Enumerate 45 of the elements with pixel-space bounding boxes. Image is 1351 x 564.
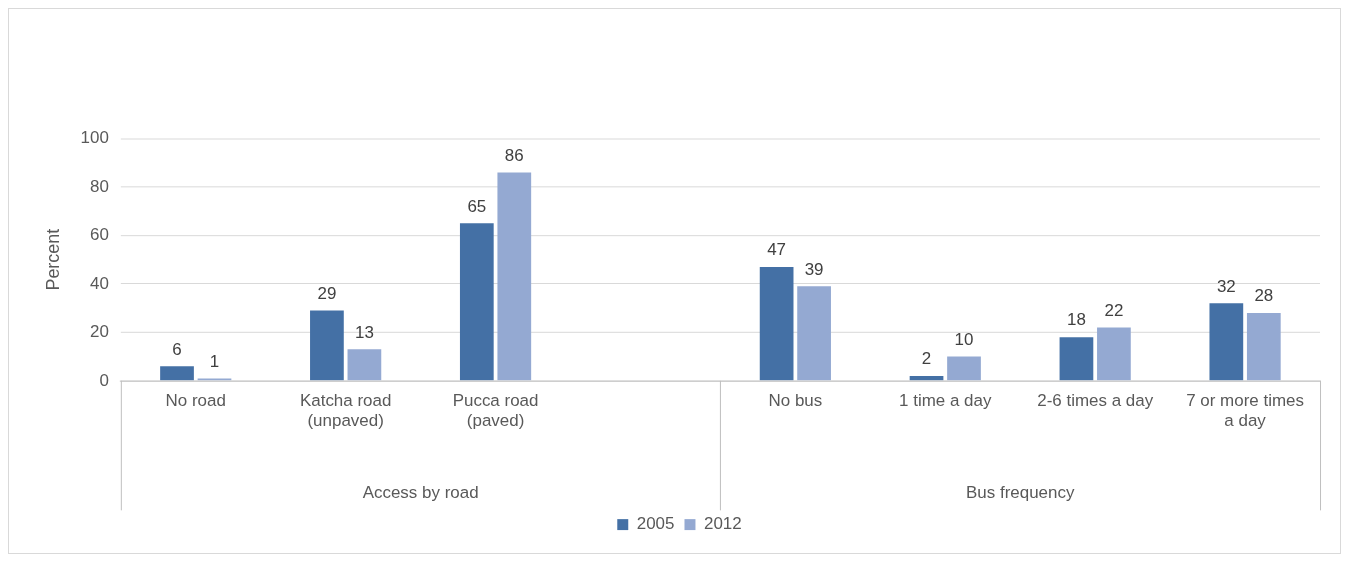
- y-tick-label: 0: [99, 370, 109, 390]
- x-tick-label: 7 or more times a day: [1186, 390, 1304, 430]
- data-label: 22: [1104, 300, 1124, 320]
- data-label: 39: [804, 259, 824, 279]
- data-label: 65: [467, 196, 487, 216]
- y-tick-label: 20: [89, 322, 109, 342]
- bar: [347, 349, 382, 381]
- data-label: 47: [767, 240, 787, 260]
- bar: [947, 356, 981, 381]
- bar: [1209, 303, 1244, 381]
- bar: [497, 172, 532, 381]
- x-tick-label: Pucca road (paved): [452, 390, 539, 430]
- y-axis-title: Percent: [42, 228, 63, 291]
- x-tick-label: 1 time a day: [899, 390, 992, 410]
- data-label: 6: [172, 339, 182, 359]
- data-label: 86: [504, 145, 524, 165]
- data-label: 32: [1216, 276, 1236, 296]
- data-label: 28: [1254, 286, 1274, 306]
- bar: [1059, 337, 1094, 381]
- data-label: 10: [954, 329, 974, 349]
- bar: [310, 310, 344, 381]
- text: Access by road: [362, 483, 479, 503]
- legend-label: 2005: [636, 514, 675, 534]
- x-tick-label: No road: [165, 390, 226, 410]
- data-label: 29: [317, 283, 337, 303]
- y-tick-label: 60: [89, 225, 109, 245]
- x-tick-label: Katcha road (unpaved): [299, 390, 392, 430]
- bar: [1246, 312, 1281, 381]
- bar: [459, 223, 494, 381]
- data-label: 13: [354, 322, 374, 342]
- x-tick-label: 2-6 times a day: [1037, 390, 1154, 410]
- bar: [759, 266, 794, 381]
- y-tick-label: 80: [89, 176, 109, 196]
- x-tick-label: No bus: [768, 390, 823, 410]
- bar: [797, 286, 831, 381]
- bar: [1097, 327, 1131, 381]
- legend-label: 2012: [703, 514, 742, 534]
- bar: [909, 375, 944, 381]
- text: Bus frequency: [966, 483, 1075, 503]
- y-tick-label: 100: [80, 128, 109, 148]
- bar: [160, 366, 194, 381]
- data-label: 1: [209, 351, 220, 371]
- data-label: 2: [921, 349, 932, 369]
- data-label: 18: [1067, 310, 1086, 330]
- y-tick-label: 40: [89, 273, 109, 293]
